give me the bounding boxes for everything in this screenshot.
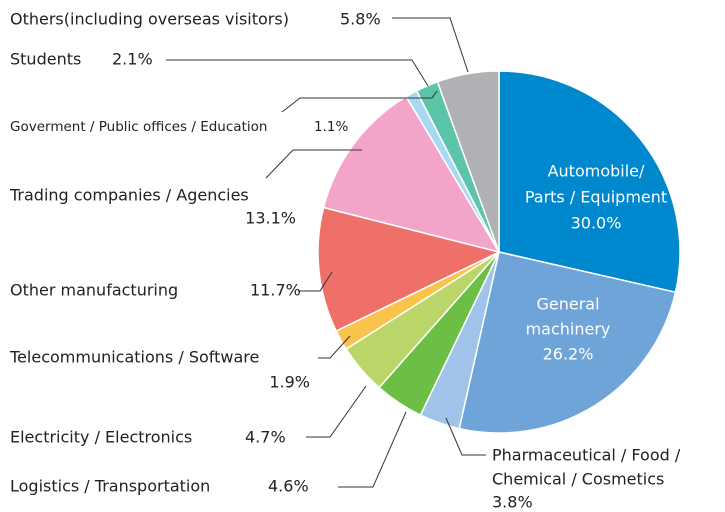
leader-line <box>392 17 469 73</box>
slice-label: Chemical / Cosmetics <box>492 470 664 489</box>
value-label: 11.7% <box>250 281 301 300</box>
leader-line <box>166 59 429 87</box>
value-label: 5.8% <box>340 10 381 29</box>
pie-slice <box>458 251 677 434</box>
slice-label: Logistics / Transportation <box>10 477 210 496</box>
value-label: 2.1% <box>112 50 153 69</box>
value-label: 3.8% <box>492 493 533 512</box>
leader-line <box>281 90 438 113</box>
value-label: 1.9% <box>269 373 310 392</box>
slice-label: Students <box>10 50 81 69</box>
leader-line <box>318 335 351 359</box>
value-label: 4.7% <box>245 428 286 447</box>
leader-line <box>445 417 486 456</box>
slice-label: General <box>536 295 599 314</box>
slice-label: Other manufacturing <box>10 281 178 300</box>
slice-label: Trading companies / Agencies <box>9 186 249 205</box>
value-label: 1.1% <box>314 119 348 135</box>
value-label: 13.1% <box>245 209 296 228</box>
pie-slice <box>498 70 681 294</box>
pie-slice <box>322 95 501 254</box>
slice-label: Telecommunications / Software <box>9 348 259 367</box>
slice-label: Parts / Equipment <box>525 188 667 207</box>
slice-label: Automobile/ <box>548 162 645 181</box>
slice-label: Electricity / Electronics <box>10 428 192 447</box>
pie-slice <box>317 206 502 333</box>
leader-line <box>338 411 407 488</box>
leader-line <box>298 271 333 292</box>
value-label: 30.0% <box>571 214 622 233</box>
slice-label: machinery <box>526 320 611 339</box>
slice-label: Goverment / Public offices / Education <box>10 119 267 135</box>
slice-label: Others(including overseas visitors) <box>10 10 289 29</box>
value-label: 26.2% <box>543 345 594 364</box>
leader-line <box>265 149 362 179</box>
slice-label: Pharmaceutical / Food / <box>492 446 681 465</box>
leader-line <box>306 385 367 438</box>
pie-slice <box>436 70 500 253</box>
value-label: 4.6% <box>268 477 309 496</box>
